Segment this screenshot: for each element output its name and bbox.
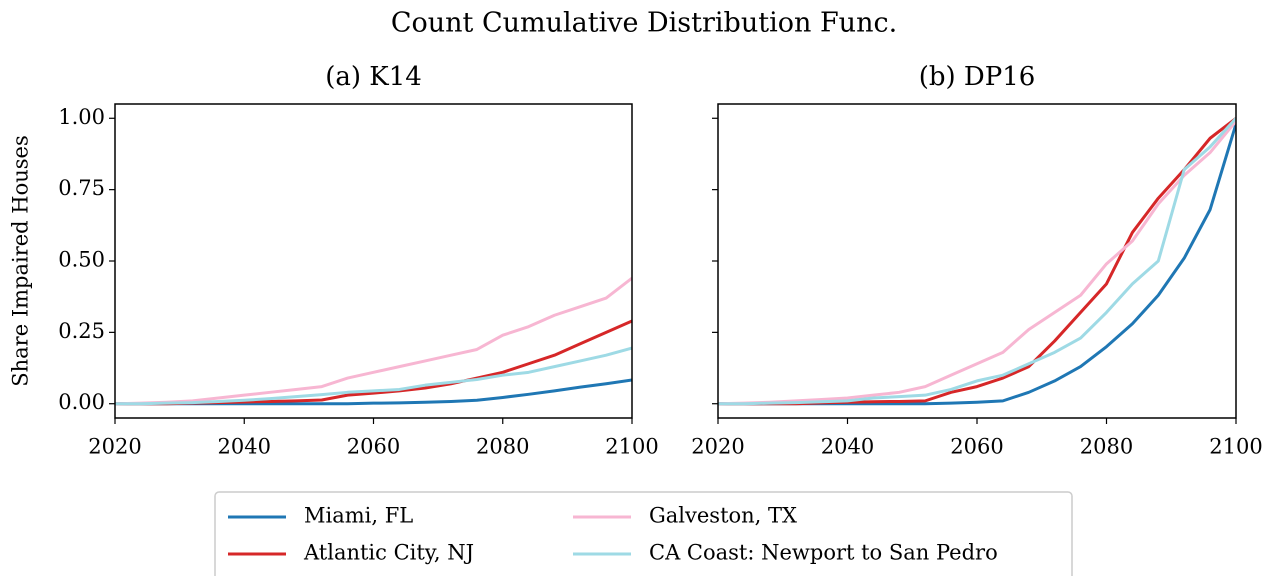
y-tick-label: 0.25: [58, 319, 105, 343]
axes-frame: [114, 103, 633, 419]
x-tick-label: 2100: [605, 435, 658, 459]
y-axis-label: Share Impaired Houses: [9, 135, 33, 387]
x-tick-label: 2100: [1209, 435, 1262, 459]
x-tick-label: 2060: [347, 435, 400, 459]
x-tick-label: 2080: [1080, 435, 1133, 459]
x-tick-label: 2040: [821, 435, 874, 459]
legend-label: CA Coast: Newport to San Pedro: [649, 541, 998, 565]
x-tick-label: 2020: [691, 435, 744, 459]
axes-frame: [717, 103, 1237, 419]
data-line: [718, 120, 1236, 406]
y-tick-label: 0.00: [58, 390, 105, 414]
y-tick-label: 1.00: [58, 105, 105, 129]
y-tick-label: 0.50: [58, 248, 105, 272]
x-tick-label: 2020: [88, 435, 141, 459]
subplot-title: (b) DP16: [919, 62, 1036, 92]
legend-label: Galveston, TX: [649, 504, 797, 528]
y-tick-label: 0.75: [58, 176, 105, 200]
data-line: [718, 123, 1236, 406]
x-tick-label: 2080: [476, 435, 529, 459]
legend-box: [214, 491, 1073, 576]
legend-label: Atlantic City, NJ: [303, 541, 474, 565]
data-line: [115, 276, 632, 406]
data-line: [718, 117, 1236, 406]
legend-label: Miami, FL: [304, 504, 413, 528]
x-tick-label: 2040: [218, 435, 271, 459]
subplot-title: (a) K14: [325, 62, 422, 92]
figure-title: Count Cumulative Distribution Func.: [391, 8, 897, 39]
x-tick-label: 2060: [950, 435, 1003, 459]
data-line: [115, 346, 632, 406]
